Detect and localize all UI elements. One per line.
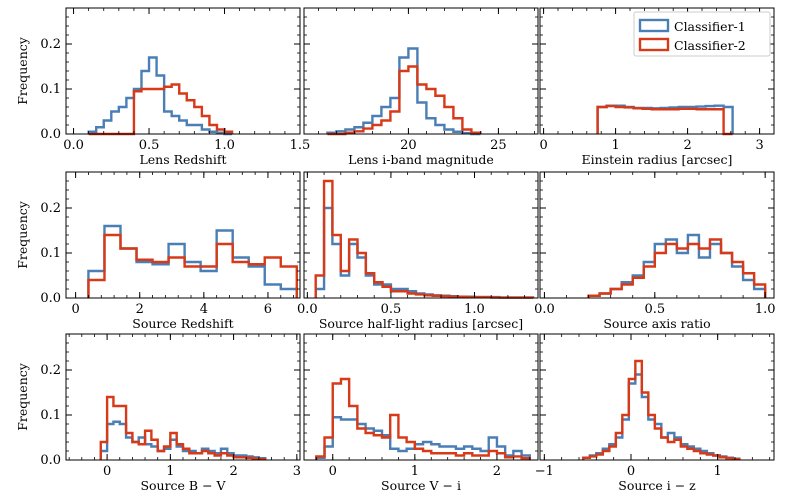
histogram-series-1: [87, 56, 233, 136]
x-tick-label: 1: [611, 138, 619, 153]
x-tick-label: 0: [103, 464, 111, 479]
x-tick-label: 0.0: [63, 138, 84, 153]
x-axis-label: Source B − V: [140, 478, 226, 493]
x-tick-label: 20: [400, 138, 417, 153]
x-tick-label: 0: [329, 464, 337, 479]
x-axis-label: Source Redshift: [132, 316, 233, 331]
x-tick-label: 4: [200, 302, 208, 317]
x-tick-label: −1: [535, 464, 554, 479]
histogram-series-2: [587, 238, 767, 298]
y-tick-label: 0.1: [40, 82, 61, 97]
legend-label: Classifier-2: [674, 38, 746, 53]
histogram-series-2: [596, 104, 733, 136]
x-tick-label: 1.0: [464, 302, 485, 317]
y-tick-label: 0.0: [40, 453, 61, 468]
legend: Classifier-1 Classifier-2: [633, 11, 771, 57]
y-tick-label: 0.2: [40, 37, 61, 52]
x-tick-label: 0.5: [139, 138, 160, 153]
panel-7: 0 1 2 3 0.0 0.1 0.2 Source B − V Frequency: [15, 333, 301, 493]
x-axis-label: Lens i-band magnitude: [348, 152, 494, 167]
x-tick-label: 0.5: [381, 302, 402, 317]
x-tick-label: 1.0: [214, 138, 235, 153]
x-tick-label: 1: [714, 464, 722, 479]
x-tick-label: 0.5: [644, 302, 665, 317]
x-tick-label: 2: [229, 464, 237, 479]
histogram-series-1: [326, 47, 481, 136]
y-tick-label: 0.1: [40, 246, 61, 261]
y-tick-label: 0.1: [40, 408, 61, 423]
panel-3: 0 1 2 3 Einstein radius [arcsec]: [539, 7, 775, 167]
x-tick-label: 0: [539, 138, 547, 153]
y-axis-label: Frequency: [15, 200, 30, 269]
x-tick-label: 0: [627, 464, 635, 479]
panel-8: 0 1 2 Source V − i: [303, 333, 539, 493]
x-tick-label: 1: [166, 464, 174, 479]
legend-label: Classifier-1: [674, 19, 746, 34]
histogram-series-2: [327, 65, 482, 136]
histogram-series-1: [582, 373, 741, 460]
x-tick-label: 3: [293, 464, 301, 479]
y-tick-label: 0.0: [40, 127, 61, 142]
x-tick-label: 0: [71, 302, 79, 317]
x-axis-label: Source V − i: [381, 478, 461, 493]
axes-frame: [539, 171, 775, 299]
axes-frame: [65, 7, 301, 135]
x-tick-label: 1.5: [290, 138, 311, 153]
panel-1: 0.0 0.5 1.0 1.5 0.0 0.1 0.2 Lens Redshift Freque…: [15, 7, 311, 167]
axes-frame: [303, 7, 539, 135]
x-tick-label: 1: [411, 464, 419, 479]
panel-6: 0.0 0.5 1.0 Source axis ratio: [534, 171, 776, 331]
legend-swatch: [638, 18, 670, 33]
panel-4: 0 2 4 6 0.0 0.1 0.2 Source Redshift Frequency: [15, 171, 301, 331]
histogram-series-2: [99, 395, 267, 461]
x-tick-label: 0.0: [534, 302, 555, 317]
histogram-series-2: [88, 83, 234, 136]
y-tick-label: 0.0: [40, 291, 61, 306]
x-tick-label: 1.0: [755, 302, 776, 317]
y-tick-label: 0.2: [40, 363, 61, 378]
histogram-series-2: [315, 377, 531, 460]
histogram-series-2: [314, 179, 535, 299]
y-axis-label: Frequency: [15, 362, 30, 431]
panel-9: −1 0 1 Source i − z: [535, 333, 775, 493]
x-axis-label: Source axis ratio: [603, 316, 710, 331]
x-tick-label: 2: [136, 302, 144, 317]
x-axis-label: Einstein radius [arcsec]: [582, 152, 733, 167]
x-tick-label: 3: [755, 138, 763, 153]
histogram-series-1: [596, 104, 734, 134]
x-tick-label: 6: [264, 302, 272, 317]
legend-swatch: [638, 37, 670, 52]
y-tick-label: 0.2: [40, 201, 61, 216]
x-tick-label: 2: [493, 464, 501, 479]
histogram-series-2: [87, 233, 298, 298]
x-tick-label: 0.0: [297, 302, 318, 317]
x-axis-label: Lens Redshift: [139, 152, 226, 167]
histogram-series-2: [582, 359, 741, 461]
x-tick-label: 25: [490, 138, 507, 153]
axes-frame: [303, 333, 539, 461]
axes-frame: [539, 333, 775, 461]
x-axis-label: Source i − z: [618, 478, 696, 493]
x-axis-label: Source half-light radius [arcsec]: [319, 316, 523, 331]
histogram-series-1: [315, 416, 531, 460]
y-axis-label: Frequency: [15, 36, 30, 105]
x-tick-label: 2: [683, 138, 691, 153]
